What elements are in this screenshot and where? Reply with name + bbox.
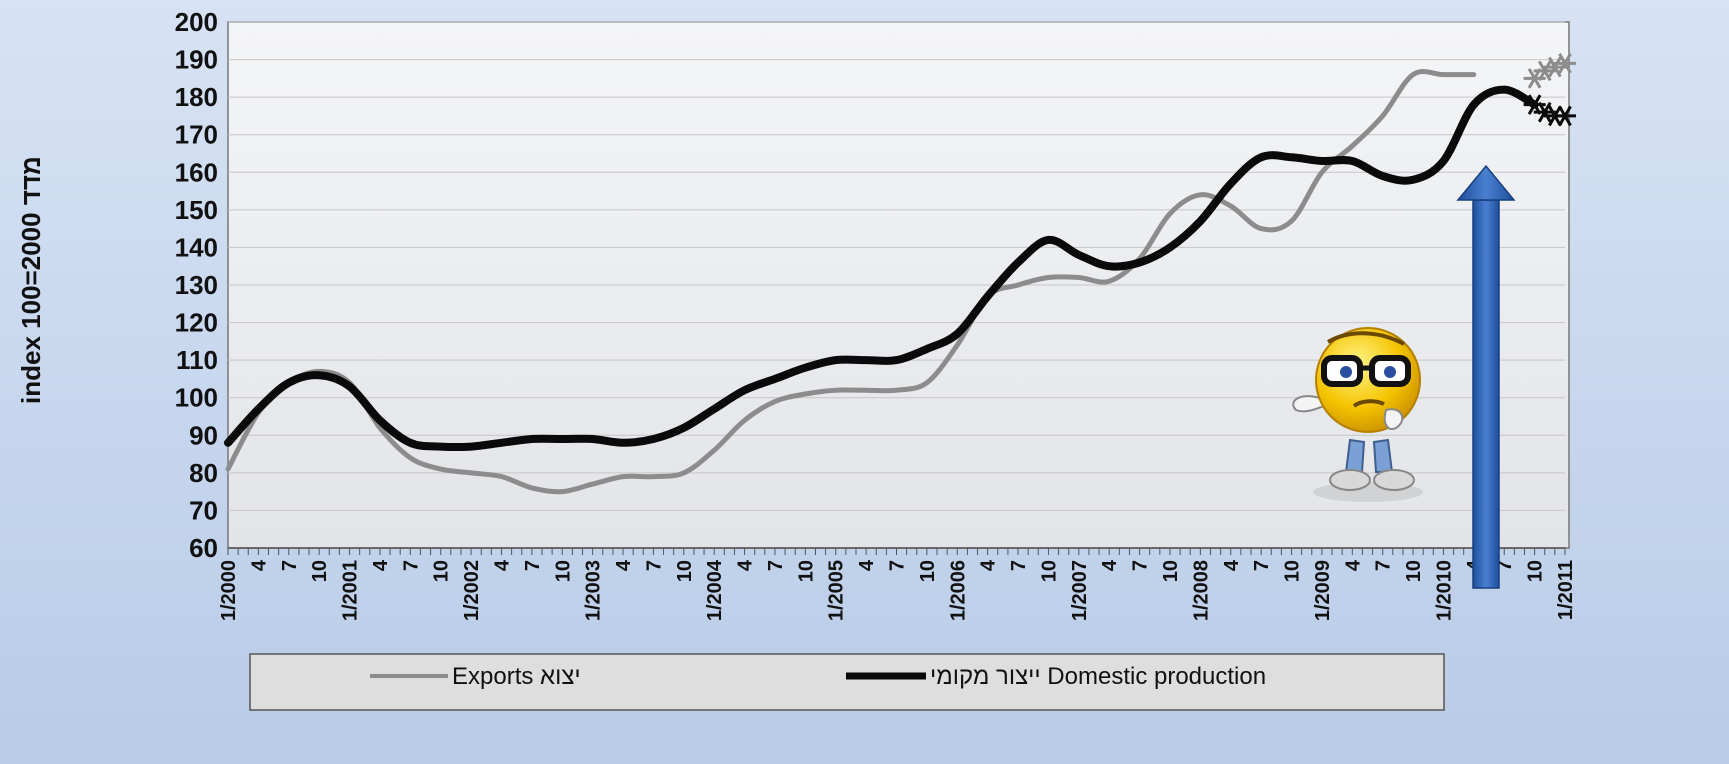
x-tick-label: 1/2005 xyxy=(826,560,848,621)
y-tick-label: 80 xyxy=(189,458,218,488)
y-axis-label: index 100=2000 מדד xyxy=(16,156,46,404)
y-tick-label: 150 xyxy=(175,195,218,225)
legend: Exports יצוא ייצור מקומי Domestic produc… xyxy=(249,653,1445,711)
y-axis: 60 70 80 90 100 110 120 130 140 150 160 170 180 190 20… xyxy=(175,7,218,563)
x-tick-label: 7 xyxy=(1373,560,1395,571)
x-tick-label: 4 xyxy=(613,559,635,571)
x-tick-label: 7 xyxy=(643,560,665,571)
marker-stroke xyxy=(1527,94,1542,115)
x-tick-label: 1/2000 xyxy=(218,560,240,621)
x-tick-label: 1/2007 xyxy=(1069,560,1091,621)
y-tick-label: 170 xyxy=(175,120,218,150)
x-tick-label: 4 xyxy=(856,559,878,571)
marker-stroke xyxy=(1537,101,1552,123)
x-tick-label: 4 xyxy=(1221,559,1243,571)
x-tick-label: 1/2006 xyxy=(947,560,969,621)
y-tick-label: 160 xyxy=(175,157,218,187)
x-tick-label: 4 xyxy=(978,559,1000,571)
x-tick-label: 10 xyxy=(1282,560,1304,582)
y-tick-label: 200 xyxy=(175,7,218,37)
x-tick-label: 1/2009 xyxy=(1312,560,1334,621)
x-tick-label: 1/2008 xyxy=(1190,560,1212,621)
x-tick-label: 10 xyxy=(674,560,696,582)
x-tick-label: 7 xyxy=(400,560,422,571)
x-tick-label: 10 xyxy=(795,560,817,582)
x-tick-label: 7 xyxy=(887,560,909,571)
marker-stroke xyxy=(1558,53,1572,74)
x-tick-label: 10 xyxy=(552,560,574,582)
x-tick-label: 1/2002 xyxy=(461,560,483,621)
x-tick-label: 7 xyxy=(1494,560,1516,571)
y-tick-label: 140 xyxy=(175,232,218,262)
series-layer xyxy=(224,69,1539,495)
x-tick-label: 4 xyxy=(248,559,270,571)
x-tick-label: 7 xyxy=(522,560,544,571)
x-tick-label: 1/2010 xyxy=(1433,560,1455,621)
domestic-production-line xyxy=(224,85,1539,452)
thinking-nerd-emoji-icon xyxy=(1292,327,1423,502)
x-tick-label: 4 xyxy=(370,559,392,571)
x-tick-label: 10 xyxy=(1525,560,1547,582)
y-tick-label: 90 xyxy=(189,420,218,450)
exports-line xyxy=(225,69,1477,495)
y-tick-label: 130 xyxy=(175,270,218,300)
x-tick-label: 10 xyxy=(309,560,331,582)
x-tick-label: 4 xyxy=(491,559,513,571)
y-tick-label: 110 xyxy=(176,345,218,375)
y-tick-label: 120 xyxy=(175,308,218,338)
y-tick-label: 100 xyxy=(175,383,218,413)
x-tick-label: 7 xyxy=(1008,560,1030,571)
y-tick-label: 190 xyxy=(175,45,218,75)
x-tick-label: 7 xyxy=(1130,560,1152,571)
domestic-projection-marker xyxy=(1554,105,1576,127)
marker-stroke xyxy=(1537,60,1552,82)
marker-stroke xyxy=(1548,56,1562,78)
x-tick-label: 10 xyxy=(1038,560,1060,582)
x-tick-label: 10 xyxy=(1160,560,1182,582)
x-tick-label: 7 xyxy=(279,560,301,571)
x-axis: 1/2000 4 7 10 1/2001 4 7 10 1/2002 4 7 10 1/2003 4 7 10… xyxy=(218,547,1577,621)
x-tick-label: 10 xyxy=(1403,560,1425,582)
marker-stroke xyxy=(1558,105,1572,127)
x-tick-label: 4 xyxy=(735,559,757,571)
x-tick-label: 4 xyxy=(1099,559,1121,571)
x-tick-label: 10 xyxy=(431,560,453,582)
x-tick-label: 7 xyxy=(765,560,787,571)
projection-markers xyxy=(1523,53,1576,127)
x-tick-label: 1/2011 xyxy=(1555,560,1577,620)
exports-projection-marker xyxy=(1554,53,1576,74)
x-tick-label: 1/2004 xyxy=(704,559,726,621)
x-tick-label: 1/2001 xyxy=(340,560,362,621)
x-tick-label: 1/2003 xyxy=(583,560,605,621)
y-tick-label: 60 xyxy=(189,533,218,563)
legend-exports-label: Exports יצוא xyxy=(452,663,581,690)
x-tick-label: 7 xyxy=(1251,560,1273,571)
y-tick-label: 180 xyxy=(175,82,218,112)
x-tick-label: 4 xyxy=(1342,559,1364,571)
legend-domestic-label: ייצור מקומי Domestic production xyxy=(930,663,1266,690)
y-tick-label: 70 xyxy=(189,495,218,525)
x-tick-label: 10 xyxy=(917,560,939,582)
up-arrow-icon xyxy=(1456,164,1516,589)
